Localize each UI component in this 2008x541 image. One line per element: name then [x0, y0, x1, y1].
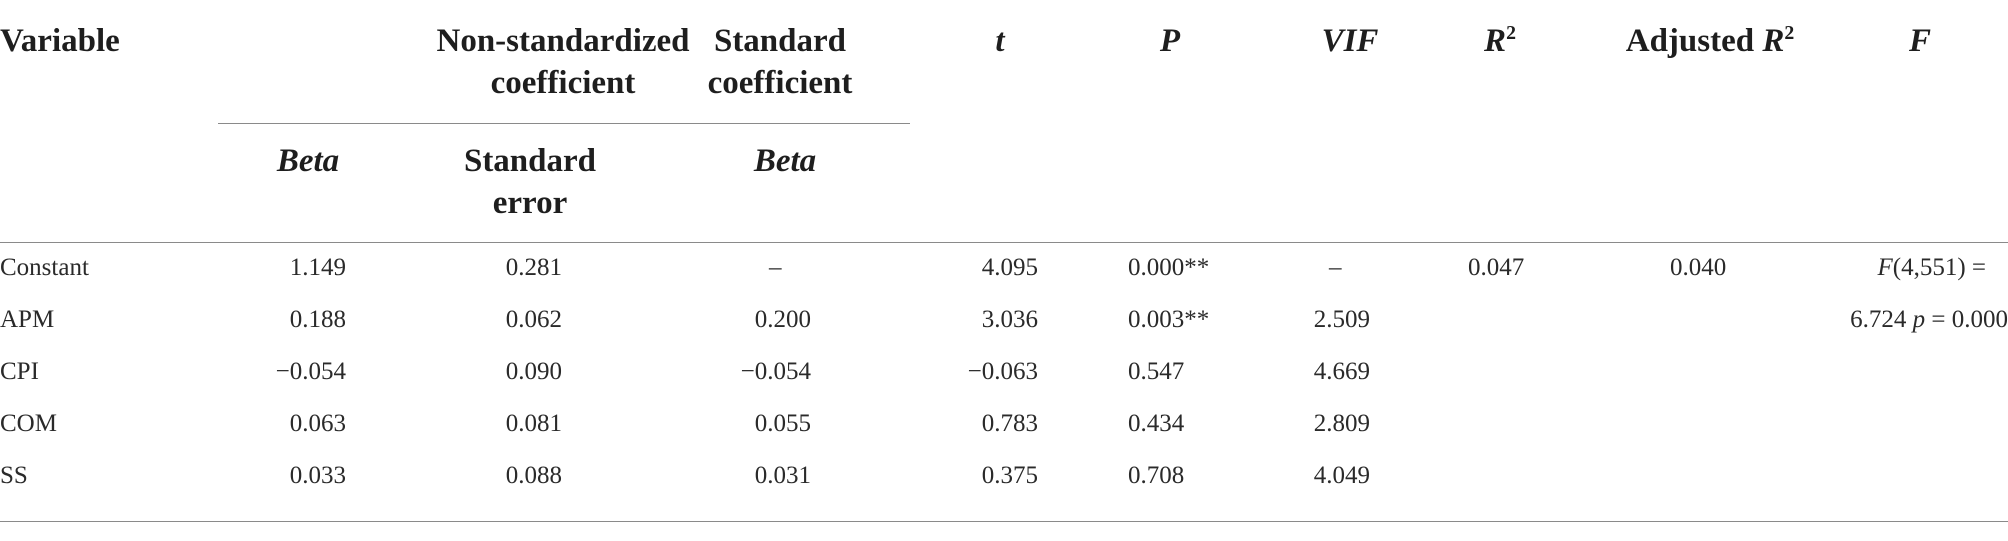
- header-standard-error-line1: Standard: [463, 143, 597, 179]
- header-standard-error-line2: error: [492, 185, 568, 221]
- cell-r2: 0.047: [1468, 254, 1525, 281]
- cell-t: 4.095: [981, 254, 1038, 281]
- cell-f-prefix: F: [1877, 254, 1893, 281]
- header-adjusted-sup: 2: [1784, 22, 1795, 44]
- cell-t: 0.783: [981, 410, 1038, 437]
- header-beta-std: Beta: [753, 143, 817, 179]
- cell-std-beta: 0.200: [754, 306, 811, 333]
- cell-vif: 4.049: [1313, 462, 1370, 489]
- cell-se: 0.062: [505, 306, 562, 333]
- header-r2-base: R: [1484, 23, 1507, 59]
- cell-se: 0.090: [505, 358, 562, 385]
- header-bottom-rule: [0, 242, 2008, 243]
- header-beta-nonstd: Beta: [276, 143, 340, 179]
- header-adjusted-r: R: [1762, 23, 1785, 59]
- header-variable: Variable: [0, 23, 120, 59]
- cell-p: 0.708: [1128, 462, 1185, 489]
- header-p: P: [1159, 23, 1181, 59]
- cell-se: 0.281: [505, 254, 562, 281]
- header-vif: VIF: [1321, 23, 1379, 59]
- cell-variable: APM: [0, 306, 55, 333]
- cell-p: 0.434: [1128, 410, 1185, 437]
- cell-std-beta: −0.054: [740, 358, 811, 385]
- cell-f-p-rest: = 0.000: [1925, 306, 2008, 333]
- cell-adjusted-r2: 0.040: [1670, 254, 1727, 281]
- cell-variable: COM: [0, 410, 57, 437]
- header-r2-sup: 2: [1506, 22, 1516, 44]
- header-adjusted-label: Adjusted: [1625, 23, 1763, 59]
- cell-p: 0.000**: [1128, 254, 1210, 281]
- header-standard-line1: Standard: [713, 23, 847, 59]
- cell-f-p: p: [1912, 306, 1926, 333]
- cell-variable: Constant: [0, 254, 89, 281]
- cell-p: 0.547: [1128, 358, 1185, 385]
- cell-std-beta: –: [769, 254, 782, 281]
- cell-beta: −0.054: [275, 358, 346, 385]
- table-bottom-rule: [0, 521, 2008, 522]
- cell-vif: 4.669: [1313, 358, 1370, 385]
- header-non-standardized-line1: Non-standardized: [436, 23, 690, 59]
- header-t: t: [995, 23, 1005, 59]
- cell-f-value: 6.724: [1850, 306, 1913, 333]
- header-standard-coefficient: Standard coefficient: [660, 20, 900, 104]
- cell-beta: 0.063: [289, 410, 346, 437]
- cell-std-beta: 0.055: [754, 410, 811, 437]
- header-standard-error: Standard error: [420, 140, 640, 224]
- header-non-standardized-line2: coefficient: [490, 65, 636, 101]
- cell-beta: 0.188: [289, 306, 346, 333]
- cell-t: 0.375: [981, 462, 1038, 489]
- cell-t: −0.063: [967, 358, 1038, 385]
- cell-beta: 1.149: [289, 254, 346, 281]
- header-f: F: [1908, 23, 1931, 59]
- cell-vif: 2.509: [1313, 306, 1370, 333]
- cell-se: 0.081: [505, 410, 562, 437]
- cell-f-line1: F(4,551) =: [1877, 253, 1986, 283]
- cell-p: 0.003**: [1128, 306, 1210, 333]
- header-adjusted-r2: Adjusted R2: [1580, 20, 1840, 62]
- header-standard-line2: coefficient: [707, 65, 853, 101]
- cell-f-line2: 6.724 p = 0.000: [1850, 305, 2008, 335]
- cell-se: 0.088: [505, 462, 562, 489]
- cell-vif: –: [1329, 254, 1342, 281]
- cell-std-beta: 0.031: [754, 462, 811, 489]
- cell-f-rest: (4,551) =: [1892, 254, 1986, 281]
- header-r2: R2: [1450, 20, 1550, 62]
- header-non-standardized: Non-standardized coefficient: [218, 20, 908, 104]
- cell-vif: 2.809: [1313, 410, 1370, 437]
- cell-beta: 0.033: [289, 462, 346, 489]
- header-group-rule: [218, 123, 910, 124]
- cell-variable: CPI: [0, 358, 39, 385]
- cell-t: 3.036: [981, 306, 1038, 333]
- cell-variable: SS: [0, 462, 28, 489]
